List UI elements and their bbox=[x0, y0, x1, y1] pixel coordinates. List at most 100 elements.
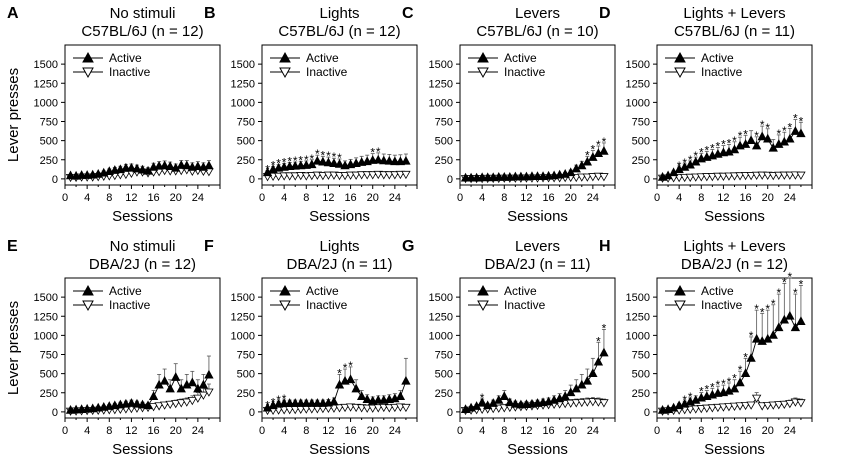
y-tick-label: 500 bbox=[40, 136, 58, 148]
y-tick-label: 750 bbox=[237, 117, 255, 129]
data-point-inactive bbox=[779, 400, 790, 410]
x-tick-label: 20 bbox=[565, 425, 577, 437]
y-tick-label: 1500 bbox=[34, 59, 58, 71]
significance-marker: * bbox=[793, 286, 798, 300]
data-point-active bbox=[307, 398, 317, 407]
data-point-active bbox=[356, 391, 367, 400]
data-point-active bbox=[729, 383, 740, 393]
y-tick-label: 500 bbox=[40, 369, 58, 381]
y-tick-label: 1500 bbox=[626, 59, 650, 71]
significance-marker: * bbox=[710, 380, 715, 394]
x-axis-label: Sessions bbox=[309, 208, 370, 225]
data-point-inactive bbox=[702, 173, 712, 182]
data-point-active bbox=[204, 369, 214, 379]
panel-letter: G bbox=[402, 238, 414, 255]
significance-marker: * bbox=[688, 390, 693, 404]
panel-subtitle: C57BL/6J (n = 12) bbox=[278, 23, 400, 40]
data-point-active bbox=[499, 172, 509, 181]
series-active bbox=[460, 329, 609, 413]
data-point-active bbox=[148, 391, 159, 400]
data-point-active bbox=[301, 398, 311, 407]
data-point-inactive bbox=[401, 170, 411, 180]
x-tick-label: 16 bbox=[542, 192, 554, 204]
data-point-inactive bbox=[768, 401, 778, 410]
data-point-active bbox=[198, 379, 209, 389]
series-active bbox=[657, 277, 806, 414]
data-point-inactive bbox=[740, 401, 751, 411]
y-tick-label: 1250 bbox=[34, 311, 58, 323]
significance-marker: * bbox=[337, 366, 342, 380]
y-tick-label: 1500 bbox=[231, 59, 255, 71]
data-point-inactive bbox=[713, 172, 723, 182]
data-point-active bbox=[137, 164, 148, 174]
significance-marker: * bbox=[716, 378, 721, 392]
data-point-active bbox=[279, 398, 289, 407]
data-point-active bbox=[329, 158, 339, 167]
data-point-inactive bbox=[384, 171, 395, 180]
significance-marker: * bbox=[776, 127, 781, 141]
significance-marker: * bbox=[682, 393, 687, 407]
data-point-inactive bbox=[674, 174, 684, 183]
y-tick-label: 500 bbox=[435, 136, 453, 148]
data-point-active bbox=[746, 135, 756, 145]
x-tick-label: 0 bbox=[259, 192, 265, 204]
legend-label-inactive: Inactive bbox=[504, 65, 546, 79]
data-point-active bbox=[751, 140, 762, 150]
significance-marker: * bbox=[332, 150, 337, 164]
data-point-inactive bbox=[284, 172, 295, 181]
data-point-inactive bbox=[757, 402, 767, 411]
significance-marker: * bbox=[699, 145, 704, 159]
data-point-inactive bbox=[345, 171, 356, 180]
x-tick-label: 8 bbox=[698, 192, 704, 204]
data-point-inactive bbox=[735, 402, 745, 411]
significance-marker: * bbox=[799, 277, 804, 291]
y-tick-label: 1000 bbox=[626, 97, 650, 109]
panel-title: Levers bbox=[515, 5, 560, 22]
significance-marker: * bbox=[721, 138, 726, 152]
x-tick-label: 0 bbox=[654, 425, 660, 437]
series-active bbox=[65, 355, 214, 414]
significance-marker: * bbox=[282, 392, 287, 406]
y-tick-label: 250 bbox=[237, 155, 255, 167]
y-axis-label: Lever presses bbox=[5, 301, 22, 395]
data-point-active bbox=[121, 162, 131, 172]
data-point-inactive bbox=[724, 403, 734, 412]
significance-marker: * bbox=[348, 359, 353, 373]
legend-label-active: Active bbox=[306, 284, 339, 298]
data-point-active bbox=[159, 375, 170, 385]
y-tick-label: 1500 bbox=[429, 59, 453, 71]
significance-marker: * bbox=[688, 153, 693, 167]
panel-title: Lights + Levers bbox=[683, 238, 785, 255]
data-point-inactive bbox=[390, 171, 400, 180]
y-tick-label: 0 bbox=[249, 174, 255, 186]
y-tick-label: 0 bbox=[447, 174, 453, 186]
data-point-inactive bbox=[273, 172, 284, 182]
x-axis-label: Sessions bbox=[507, 441, 568, 458]
y-tick-label: 1250 bbox=[429, 78, 453, 90]
y-axis-label: Lever presses bbox=[5, 68, 22, 162]
series-active bbox=[262, 357, 411, 412]
data-point-inactive bbox=[193, 394, 203, 403]
series-active bbox=[262, 152, 411, 177]
data-point-active bbox=[345, 374, 356, 384]
significance-marker: * bbox=[591, 143, 596, 157]
significance-marker: * bbox=[776, 286, 781, 300]
panel-letter: D bbox=[599, 5, 611, 22]
legend-marker-active bbox=[674, 284, 686, 296]
data-point-inactive bbox=[362, 404, 372, 413]
significance-marker: * bbox=[265, 399, 270, 413]
data-point-active bbox=[312, 398, 323, 407]
data-point-active bbox=[510, 171, 521, 181]
x-tick-label: 4 bbox=[676, 192, 682, 204]
series-active bbox=[460, 142, 609, 182]
x-tick-label: 4 bbox=[479, 192, 485, 204]
y-tick-label: 1250 bbox=[231, 78, 255, 90]
y-tick-label: 250 bbox=[435, 388, 453, 400]
y-tick-label: 500 bbox=[632, 136, 650, 148]
y-tick-label: 0 bbox=[644, 174, 650, 186]
data-point-active bbox=[401, 155, 411, 165]
data-point-active bbox=[137, 399, 148, 409]
x-tick-label: 8 bbox=[303, 425, 309, 437]
